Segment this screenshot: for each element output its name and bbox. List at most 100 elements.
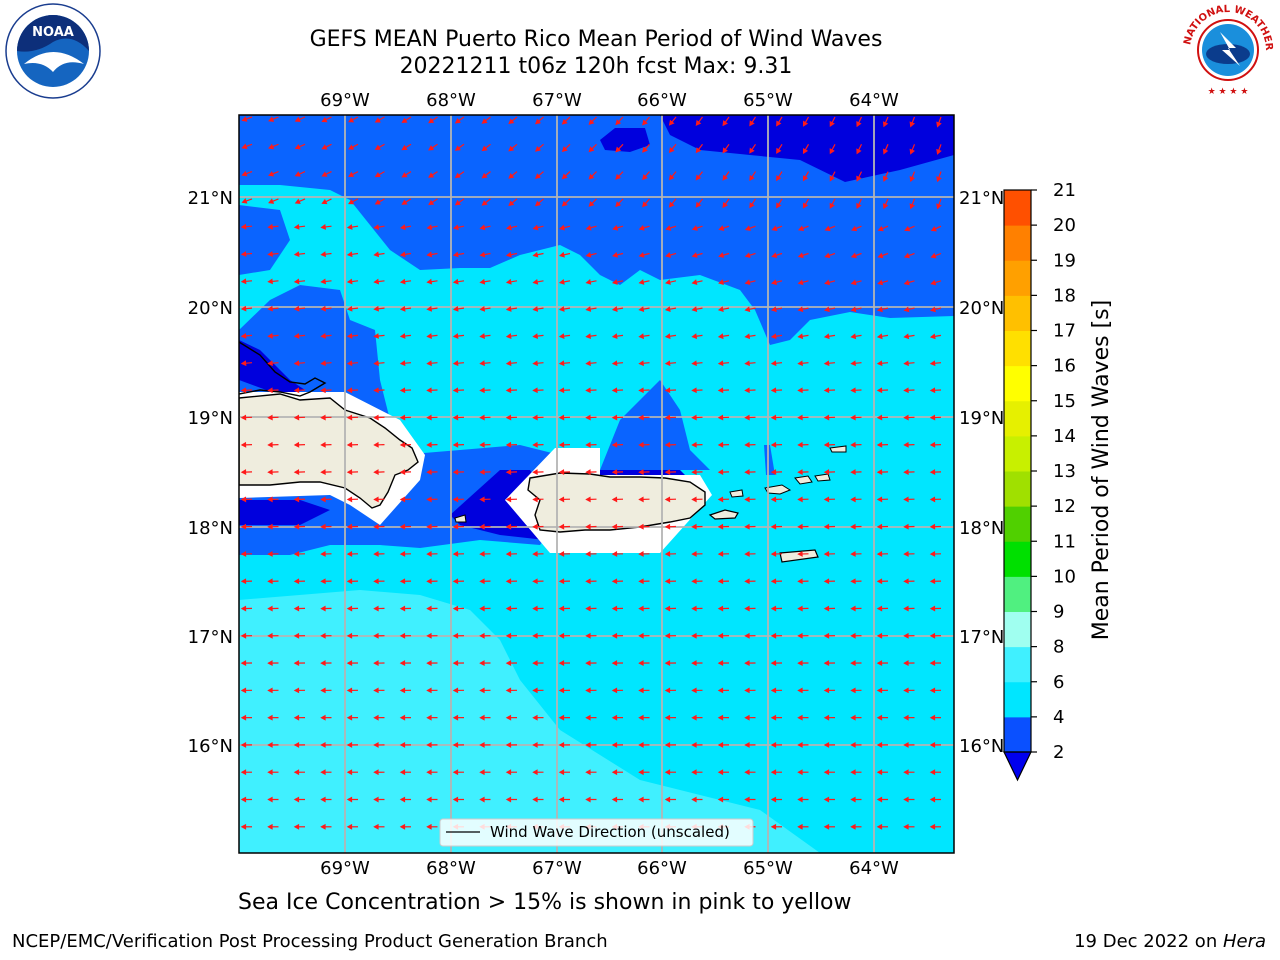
wave-direction-arrowhead [454, 172, 461, 179]
wave-direction-arrowhead [929, 333, 936, 340]
wave-direction-arrowhead [373, 714, 379, 721]
wave-direction-arrowhead [348, 171, 355, 177]
wave-direction-arrowhead [615, 173, 622, 180]
wave-direction-arrowhead [321, 144, 328, 150]
wave-direction-arrowhead [850, 605, 856, 612]
wave-direction-arrowhead [850, 496, 856, 503]
wave-direction-arrowhead [399, 251, 406, 258]
wave-direction-arrowhead [505, 496, 512, 503]
lat-label-left: 21°N [188, 188, 233, 209]
wave-direction-arrowhead [320, 714, 326, 721]
wave-direction-arrowhead [399, 769, 406, 776]
wave-direction-arrowhead [346, 605, 353, 612]
wave-direction-arrowhead [240, 251, 247, 257]
wave-direction-arrowhead [479, 605, 485, 612]
wave-direction-arrowhead [293, 660, 300, 667]
wave-direction-arrowhead [479, 387, 485, 394]
wave-direction-arrowhead [479, 660, 485, 667]
wave-direction-arrowhead [508, 173, 515, 179]
wave-direction-arrowhead [665, 225, 672, 231]
wave-direction-arrowhead [615, 201, 622, 208]
wave-direction-arrowhead [903, 306, 910, 313]
wave-direction-arrowhead [850, 414, 856, 421]
wave-direction-arrowhead [561, 146, 568, 152]
wave-direction-arrowhead [452, 523, 459, 530]
wave-direction-arrowhead [929, 769, 936, 776]
wave-direction-arrowhead [426, 305, 433, 312]
wave-direction-arrowhead [373, 742, 379, 748]
wave-direction-arrowhead [770, 632, 777, 639]
wave-direction-arrowhead [399, 551, 406, 557]
wave-direction-arrowhead [717, 306, 724, 313]
wave-direction-arrowhead [267, 414, 273, 421]
lon-label-top: 69°W [320, 90, 370, 111]
wave-direction-arrowhead [532, 278, 539, 285]
wave-direction-arrowhead [293, 333, 300, 339]
wave-direction-arrowhead [320, 224, 327, 230]
wave-direction-arrowhead [532, 578, 538, 585]
wave-direction-arrowhead [558, 660, 565, 667]
wave-direction-arrowhead [668, 174, 675, 181]
wave-direction-arrowhead [479, 523, 485, 530]
wave-direction-arrowhead [293, 742, 300, 748]
wave-direction-arrowhead [823, 469, 830, 476]
wave-direction-arrowhead [373, 551, 379, 557]
wave-direction-arrowhead [294, 116, 301, 123]
wave-direction-arrowhead [268, 143, 275, 150]
wave-direction-arrowhead [240, 387, 247, 394]
wave-direction-arrowhead [532, 769, 538, 776]
wave-direction-arrowhead [452, 632, 459, 639]
wave-direction-arrowhead [909, 148, 916, 155]
wave-direction-arrowhead [426, 224, 433, 231]
wave-direction-arrowhead [929, 687, 936, 694]
wave-direction-arrowhead [823, 823, 830, 830]
wave-direction-arrowhead [850, 441, 856, 448]
wave-direction-arrowhead [903, 441, 909, 448]
wave-direction-arrowhead [638, 306, 645, 312]
wave-direction-arrowhead [559, 224, 565, 231]
wave-direction-arrowhead [293, 441, 300, 448]
wave-direction-arrowhead [268, 116, 275, 122]
wave-direction-arrowhead [374, 117, 381, 123]
lon-label-top: 65°W [743, 90, 793, 111]
wave-direction-arrowhead [691, 441, 697, 448]
wave-direction-arrowhead [585, 632, 591, 639]
wave-direction-arrowhead [532, 742, 538, 748]
wave-direction-arrowhead [930, 252, 937, 259]
wave-direction-arrowhead [877, 225, 884, 232]
wave-direction-arrowhead [558, 278, 565, 285]
lon-label-bottom: 69°W [320, 858, 370, 879]
st-croix-land [779, 549, 819, 563]
wave-direction-arrowhead [505, 769, 512, 776]
wave-direction-arrowhead [638, 687, 644, 694]
wave-direction-arrowhead [559, 251, 565, 258]
wave-direction-arrowhead [665, 279, 671, 285]
wave-direction-arrowhead [717, 660, 724, 667]
wave-direction-arrowhead [267, 469, 273, 476]
wave-direction-arrowhead [320, 687, 326, 694]
wave-direction-arrowhead [505, 333, 512, 339]
wave-direction-arrowhead [505, 251, 512, 258]
wave-direction-arrowhead [267, 387, 273, 394]
wave-direction-arrowhead [508, 118, 515, 125]
lat-label-right: 19°N [959, 408, 1004, 429]
wave-direction-arrowhead [240, 551, 247, 557]
wave-direction-arrowhead [611, 632, 618, 639]
wave-direction-arrowhead [936, 148, 942, 155]
colorbar-segment [1004, 365, 1031, 402]
wave-direction-arrowhead [882, 175, 889, 182]
wave-direction-arrowhead [452, 605, 459, 612]
wave-direction-arrowhead [903, 333, 910, 340]
colorbar-tick-label: 20 [1053, 215, 1076, 236]
wave-direction-arrowhead [320, 441, 326, 448]
wave-direction-arrowhead [267, 333, 273, 339]
wave-direction-arrowhead [588, 119, 595, 125]
wave-direction-arrowhead [399, 632, 406, 639]
wave-direction-arrowhead [717, 687, 724, 694]
wave-direction-arrowhead [346, 278, 353, 285]
wave-direction-arrowhead [770, 605, 777, 612]
wave-direction-arrowhead [850, 796, 856, 803]
wave-direction-arrowhead [479, 333, 485, 339]
wave-direction-arrowhead [558, 523, 565, 530]
wave-direction-arrowhead [744, 306, 751, 313]
